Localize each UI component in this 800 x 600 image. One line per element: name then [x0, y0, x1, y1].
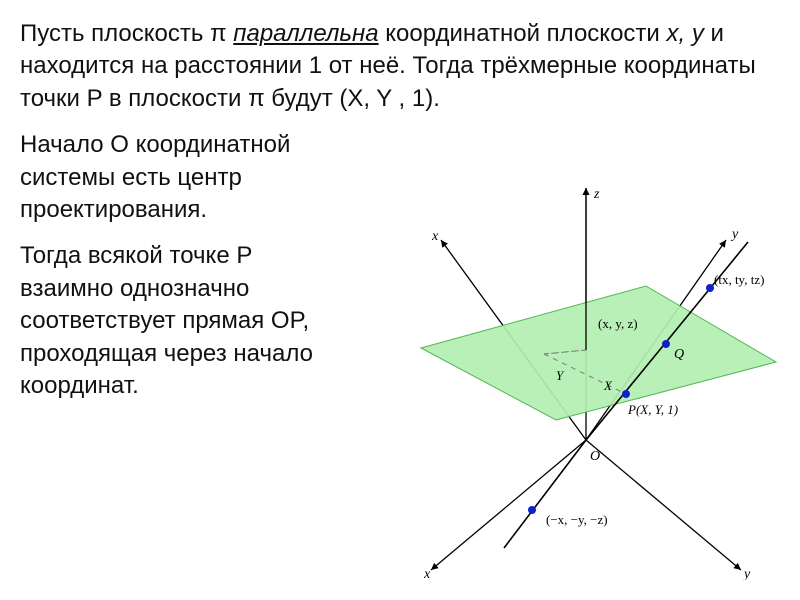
label-xyz: (x, y, z) [598, 316, 638, 331]
label-x_fw: x [423, 567, 431, 580]
label-O: O [590, 449, 600, 464]
paragraph-1: Пусть плоскость π параллельна координатн… [20, 18, 780, 115]
label-x_bk: x [431, 229, 439, 244]
p1-underline: параллельна [233, 20, 378, 47]
paragraph-2: Начало O координатной системы есть центр… [20, 129, 350, 226]
label-t: (tx, ty, tz) [714, 272, 764, 287]
label-Q: Q [674, 347, 684, 362]
projection-diagram: zxyxyOXYQ(x, y, z)P(X, Y, 1)(−x, −y, −z)… [346, 180, 786, 580]
p1-b: координатной плоскости [379, 20, 667, 47]
label-P: P(X, Y, 1) [627, 402, 678, 417]
label-y_fw: y [742, 567, 751, 580]
label-y_bk: y [730, 227, 739, 242]
p1-a: Пусть плоскость π [20, 20, 233, 47]
label-neg: (−x, −y, −z) [546, 512, 608, 527]
label-z: z [593, 187, 600, 202]
label-X: X [603, 378, 613, 393]
paragraph-3: Тогда всякой точке P взаимно однозначно … [20, 240, 350, 402]
p1-xy: x, y [666, 20, 703, 47]
